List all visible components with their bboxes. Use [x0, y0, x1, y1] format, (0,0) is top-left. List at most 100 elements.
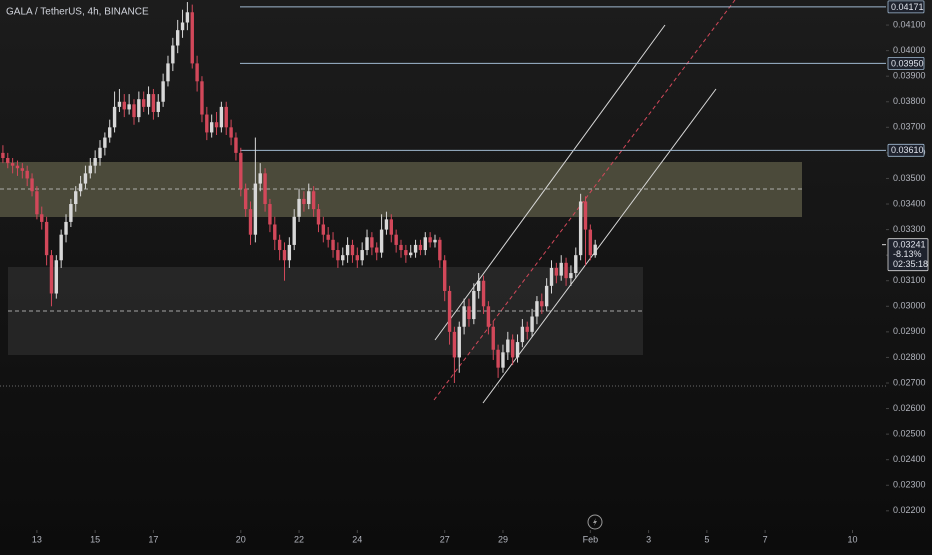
x-tick-label: Feb: [583, 534, 599, 544]
candle-body: [355, 255, 360, 261]
x-tick-label: 29: [498, 534, 508, 544]
candle-body: [214, 122, 219, 128]
candle-body: [554, 267, 559, 276]
candle-body: [321, 224, 326, 235]
candle-body: [64, 221, 68, 235]
candle-body: [360, 250, 364, 261]
candle-body: [583, 201, 588, 230]
candle-body: [350, 244, 355, 256]
candle-body: [544, 285, 549, 307]
candle-body: [248, 209, 253, 235]
candle-body: [253, 183, 258, 235]
x-tick-label: 27: [440, 534, 450, 544]
candle-body: [69, 204, 73, 222]
candle-body: [156, 101, 160, 112]
candle-body: [520, 326, 525, 343]
candle-body: [205, 114, 209, 133]
plot: 0.04100 0.04000 0.03900 0.03800 0.03700 0.036…: [1, 0, 929, 544]
y-tick-label: 0.03900: [893, 71, 926, 81]
y-tick-label: 0.03100: [893, 275, 926, 285]
price-label: 0.04171: [891, 2, 924, 12]
candle-body: [44, 221, 49, 256]
candle-body: [1, 152, 5, 159]
candle-body: [78, 183, 83, 192]
candle-body: [277, 239, 282, 251]
x-tick-label: 22: [294, 534, 304, 544]
candle-body: [132, 104, 136, 118]
candle-body: [297, 198, 301, 217]
candle-body: [35, 191, 39, 215]
candle-body: [370, 237, 374, 248]
candle-body: [151, 94, 156, 112]
candle-body: [476, 280, 481, 291]
candle-body: [307, 191, 311, 205]
candle-body: [49, 255, 54, 294]
candle-body: [30, 178, 34, 192]
candle-body: [239, 152, 243, 189]
candle-body: [336, 250, 340, 261]
candle-body: [404, 250, 408, 256]
price-label: 0.03950: [891, 58, 924, 68]
candle-body: [462, 306, 466, 327]
candle-body: [195, 63, 199, 82]
y-tick-label: 0.02900: [893, 326, 926, 336]
price-label-box: [887, 57, 925, 70]
y-tick-label: 0.02800: [893, 352, 926, 362]
candle-body: [501, 352, 505, 368]
y-tick-label: 0.03500: [893, 173, 926, 183]
y-tick-label: 0.02400: [893, 454, 926, 464]
candle-body: [578, 201, 583, 256]
candle-body: [486, 306, 491, 327]
candle-body: [200, 81, 204, 115]
y-tick-label: 0.03700: [893, 122, 926, 132]
candle-body: [292, 216, 296, 245]
candle-body: [481, 280, 486, 307]
y-tick-label: 0.02600: [893, 403, 926, 413]
price-label-box: [887, 0, 925, 14]
candle-body: [428, 237, 432, 243]
candle-body: [83, 173, 88, 184]
replay-icon[interactable]: [587, 514, 603, 530]
candle-body: [161, 81, 165, 102]
y-tick-label: 0.02300: [893, 480, 926, 490]
y-tick-label: 0.03300: [893, 224, 926, 234]
candle-body: [108, 127, 112, 138]
channel-line: [482, 88, 717, 404]
candle-body: [74, 191, 78, 205]
x-tick-label: 13: [32, 534, 42, 544]
candle-body: [15, 165, 20, 169]
candle-body: [166, 63, 170, 82]
candle-body: [510, 339, 515, 358]
candle-body: [525, 326, 529, 332]
change: -8.13%: [893, 249, 922, 259]
candle-body: [229, 127, 233, 138]
candle-body: [549, 267, 554, 286]
candle-body: [302, 198, 306, 205]
candle-body: [268, 204, 272, 225]
candle-body: [491, 326, 495, 350]
candle-body: [175, 30, 180, 46]
candle-body: [506, 339, 510, 353]
candle-body: [389, 219, 393, 235]
candle-body: [326, 234, 330, 240]
candle-body: [180, 22, 185, 31]
candle-body: [6, 158, 10, 164]
candle-body: [282, 250, 287, 261]
candle-body: [452, 331, 457, 358]
candle-body: [593, 244, 597, 256]
candle-body: [171, 45, 175, 64]
chart-title: GALA / TetherUS, 4h, BINANCE: [6, 7, 149, 18]
y-tick-label: 0.04000: [893, 45, 926, 55]
candle-body: [209, 122, 214, 133]
candle-body: [365, 237, 369, 251]
candle-body: [20, 168, 25, 171]
candle-body: [234, 137, 238, 153]
candle-body: [54, 260, 59, 294]
candle-body: [447, 290, 452, 332]
candle-body: [423, 237, 427, 251]
candle-body: [399, 244, 403, 251]
candle-body: [472, 290, 476, 320]
candle-body: [467, 306, 471, 320]
candle-body: [588, 229, 593, 256]
candle-body: [443, 260, 447, 291]
